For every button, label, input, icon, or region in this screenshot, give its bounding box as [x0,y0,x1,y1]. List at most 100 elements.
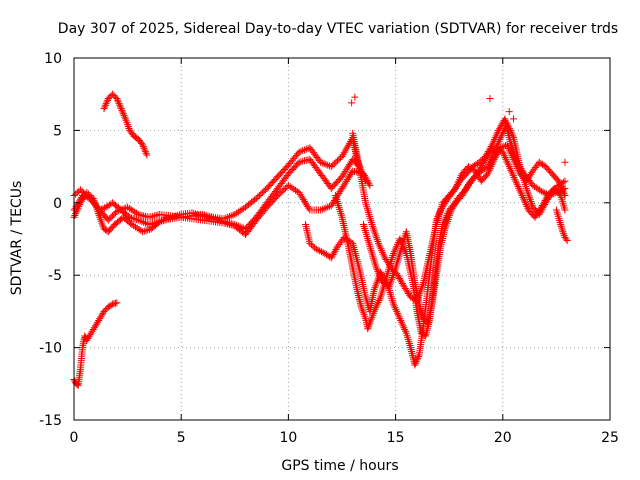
data-point [127,214,135,222]
data-point [500,150,508,158]
data-point [280,186,288,194]
data-point [373,266,381,274]
data-point [504,159,512,167]
data-point [107,213,115,221]
y-tick-label: -15 [39,413,62,429]
data-point [138,139,146,147]
data-point [502,155,510,163]
data-point [391,304,399,312]
data-point [277,189,285,197]
data-point [511,159,519,167]
data-point [496,135,504,143]
data-point [375,269,383,277]
data-point [299,147,307,155]
data-point [486,164,494,172]
data-point [369,222,377,230]
data-point [504,143,512,151]
data-point [126,213,134,221]
data-point [560,190,568,198]
data-point [236,207,244,215]
data-point [143,151,151,159]
data-point [370,226,378,234]
data-point [332,158,340,166]
data-point [110,210,118,218]
data-point [72,190,80,198]
data-point [231,210,239,218]
data-point [521,199,529,207]
y-tick-label: 5 [53,123,62,139]
data-point [513,163,521,171]
data-point [330,160,338,168]
data-point [109,90,117,98]
data-point [100,105,108,113]
data-point [365,180,373,188]
data-point [372,304,380,312]
data-point [324,203,332,211]
data-point [93,320,101,328]
data-point [419,280,427,288]
data-point [379,250,387,258]
plot-frame [73,57,611,421]
data-point [73,201,81,209]
data-point [320,205,328,213]
data-point [89,326,97,333]
data-point [96,315,104,323]
y-axis-label: SDTVAR / TECUs [9,181,25,296]
data-point [225,213,233,221]
data-point [141,219,149,227]
data-point [374,298,382,306]
data-point [274,192,282,200]
data-point [370,307,378,315]
data-point [229,211,237,219]
data-point [312,245,320,253]
data-point [115,100,123,108]
data-point [375,241,383,249]
data-point [115,207,123,215]
data-point [278,187,286,195]
data-point [557,221,565,229]
data-point [509,172,517,180]
data-point [418,282,426,290]
data-point [118,106,126,114]
data-point [500,152,508,160]
data-point [501,154,509,162]
data-point [348,169,356,177]
data-point [514,166,522,174]
data-point [290,185,298,193]
data-point [322,160,330,168]
data-point [537,187,545,195]
data-point [72,210,80,218]
data-point [396,235,404,243]
data-point [456,173,464,181]
data-point [452,184,460,192]
data-point [516,188,524,196]
series-track-c [70,167,374,239]
data-point [129,214,137,222]
data-point [508,130,516,138]
data-point [516,186,524,194]
data-point [561,192,569,200]
data-point [525,192,533,200]
data-point [348,99,356,107]
data-point [163,215,171,223]
data-point [506,126,514,134]
x-tick-label: 15 [387,430,405,446]
data-point [514,183,522,191]
data-point [414,354,422,362]
data-point [412,359,420,367]
data-point [393,309,401,317]
y-tick-label: 10 [44,51,62,67]
data-point [519,193,527,201]
data-point [104,95,112,103]
data-point [292,186,300,194]
data-point [233,209,241,217]
data-point [557,222,565,230]
data-point [275,190,283,198]
data-point [373,302,381,310]
data-point [487,163,495,171]
series-outliers [348,93,569,166]
data-point [561,158,569,166]
data-point [489,157,497,165]
data-point [234,208,242,216]
data-point [506,125,513,133]
